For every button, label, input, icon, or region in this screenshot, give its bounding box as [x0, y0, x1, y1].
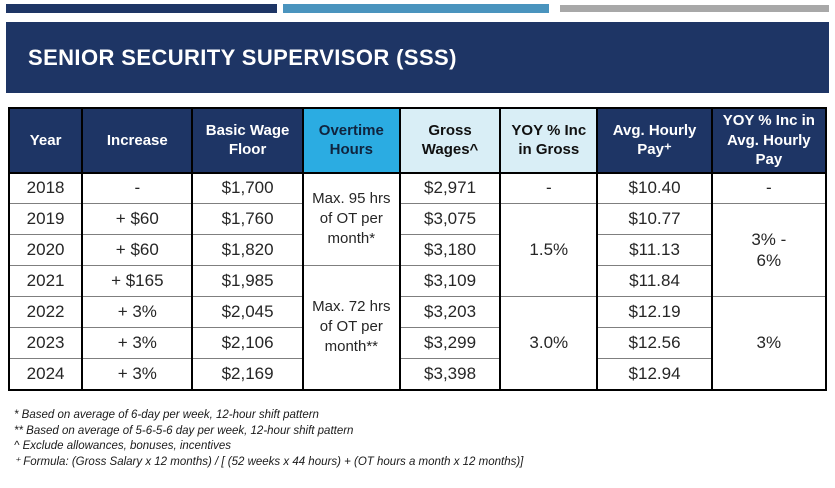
wage-table: Year Increase Basic Wage Floor Overtime … [7, 107, 828, 391]
cell-increase: + $60 [81, 234, 194, 266]
cell-basic-wage-floor: $1,760 [191, 203, 304, 235]
cell-avg-hourly-pay: $10.40 [596, 172, 713, 204]
cell-avg-hourly-pay: $12.56 [596, 327, 713, 359]
cell-basic-wage-floor: $1,700 [191, 172, 304, 204]
row-2021: 2021 + $165 $1,985 Max. 72 hrs of OT per… [7, 265, 826, 390]
col-header-gross-wages: Gross Wages^ [398, 107, 502, 174]
footnotes: * Based on average of 6-day per week, 12… [14, 408, 523, 470]
cell-basic-wage-floor: $1,820 [191, 234, 304, 266]
divider-bar-gray [560, 5, 829, 12]
row-2022: 2022 + 3% $2,045 $3,203 3.0% $12.19 3% [7, 296, 828, 390]
cell-year: 2020 [7, 234, 84, 266]
cell-year: 2021 [7, 265, 84, 297]
cell-gross-wages: $3,299 [398, 327, 502, 359]
row-2024: 2024 + 3% $2,169 $3,398 $12.94 [7, 358, 826, 390]
cell-basic-wage-floor: $1,985 [191, 265, 304, 297]
title-banner: SENIOR SECURITY SUPERVISOR (SSS) [6, 22, 829, 93]
cell-increase: + $60 [81, 203, 194, 235]
divider-bar-navy [6, 4, 277, 13]
cell-avg-hourly-pay: $12.19 [596, 296, 713, 328]
cell-increase: + 3% [81, 358, 194, 390]
row-2020: 2020 + $60 $1,820 $3,180 $11.13 [7, 234, 826, 266]
cell-year: 2024 [7, 358, 84, 390]
cell-overtime-2018-2020: Max. 95 hrs of OT per month* [301, 172, 401, 266]
cell-basic-wage-floor: $2,045 [191, 296, 304, 328]
col-header-basic-wage-floor: Basic Wage Floor [191, 107, 304, 174]
cell-avg-hourly-pay: $10.77 [596, 203, 713, 235]
cell-year: 2022 [7, 296, 84, 328]
cell-year: 2023 [7, 327, 84, 359]
col-header-yoy-inc-avg-hourly-pay: YOY % Inc in Avg. Hourly Pay [710, 107, 828, 174]
page-title: SENIOR SECURITY SUPERVISOR (SSS) [28, 44, 457, 70]
cell-basic-wage-floor: $2,169 [191, 358, 304, 390]
cell-yoy-avg: - [710, 172, 828, 204]
cell-increase: + $165 [81, 265, 194, 297]
cell-gross-wages: $3,398 [398, 358, 502, 390]
cell-gross-wages: $3,109 [398, 265, 502, 297]
col-header-increase: Increase [81, 107, 194, 174]
footnote-shift-pattern-6day: * Based on average of 6-day per week, 12… [14, 409, 319, 421]
cell-yoy-avg-2019-2021: 3% - 6% [710, 203, 828, 297]
top-divider-bars [6, 4, 829, 14]
header-row: Year Increase Basic Wage Floor Overtime … [7, 107, 828, 174]
cell-increase: - [81, 172, 194, 204]
row-2018: 2018 - $1,700 Max. 95 hrs of OT per mont… [7, 172, 828, 266]
cell-gross-wages: $3,075 [398, 203, 502, 235]
row-2019: 2019 + $60 $1,760 $3,075 1.5% $10.77 3% … [7, 203, 828, 297]
col-header-year: Year [7, 107, 84, 174]
footnote-formula: ⁺ Formula: (Gross Salary x 12 months) / … [14, 455, 524, 468]
cell-avg-hourly-pay: $11.13 [596, 234, 713, 266]
cell-basic-wage-floor: $2,106 [191, 327, 304, 359]
row-2023: 2023 + 3% $2,106 $3,299 $12.56 [7, 327, 826, 359]
footnote-shift-pattern-5656day: ** Based on average of 5-6-5-6 day per w… [14, 424, 354, 437]
cell-increase: + 3% [81, 296, 194, 328]
cell-year: 2018 [7, 172, 84, 204]
cell-yoy-avg-2022-2024: 3% [710, 296, 828, 390]
cell-gross-wages: $3,180 [398, 234, 502, 266]
cell-overtime-2021-2024: Max. 72 hrs of OT per month** [301, 265, 401, 390]
cell-avg-hourly-pay: $11.84 [596, 265, 713, 297]
cell-yoy-gross-2019-2021: 1.5% [499, 203, 599, 297]
col-header-avg-hourly-pay: Avg. Hourly Pay⁺ [596, 107, 713, 174]
cell-increase: + 3% [81, 327, 194, 359]
cell-year: 2019 [7, 203, 84, 235]
cell-avg-hourly-pay: $12.94 [596, 358, 713, 390]
cell-yoy-gross-2022-2024: 3.0% [499, 296, 599, 390]
cell-yoy-gross: - [499, 172, 599, 204]
col-header-overtime-hours: Overtime Hours [301, 107, 401, 174]
cell-gross-wages: $2,971 [398, 172, 502, 204]
divider-bar-blue [283, 4, 549, 13]
col-header-yoy-inc-gross: YOY % Inc in Gross [499, 107, 599, 174]
cell-gross-wages: $3,203 [398, 296, 502, 328]
footnote-exclude-allowances: ^ Exclude allowances, bonuses, incentive… [14, 440, 231, 452]
